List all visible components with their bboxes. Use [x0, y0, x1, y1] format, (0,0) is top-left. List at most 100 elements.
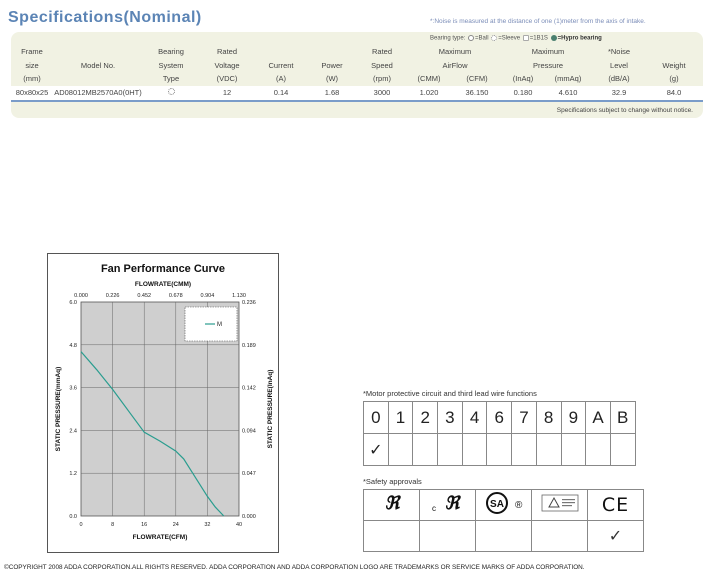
safety-logo-cell [531, 489, 588, 521]
x-axis-title: FLOWRATE(CFM) [133, 534, 188, 541]
noise-level-cell: 32.9 [593, 85, 645, 102]
spec-panel [11, 32, 703, 118]
fan-performance-svg: Fan Performance Curve FLOWRATE(CMM) 0 8 16 24… [55, 263, 274, 541]
motor-check-cell: ✓ [363, 433, 389, 466]
spec-header-cell: Pressure [532, 60, 563, 70]
x-tick-label: 24 [173, 522, 179, 528]
x-tick-label: 40 [236, 522, 242, 528]
y2-tick-label: 0.047 [242, 471, 256, 477]
motor-code-cell: A [585, 401, 611, 434]
motor-code-cell: 9 [560, 401, 587, 434]
x-tick-label: 0 [79, 522, 82, 528]
spec-header-cell: size [25, 60, 39, 70]
voltage-cell: 12 [199, 85, 255, 102]
motor-code-cell: B [609, 401, 636, 434]
safety-check-cell [531, 520, 588, 552]
ball-bearing-icon [468, 35, 475, 41]
bearing-type-cell [143, 85, 199, 102]
airflow-cfm-cell: 36.150 [451, 85, 503, 102]
current-cell: 0.14 [255, 85, 307, 102]
x2-tick-label: 0.904 [201, 293, 215, 299]
spec-header-cell [645, 45, 703, 59]
motor-code-cell: 2 [412, 401, 439, 434]
spec-footnote: Specifications subject to change without… [556, 107, 693, 114]
x2-tick-label: 0.000 [74, 293, 88, 299]
motor-check-cell [560, 433, 587, 466]
motor-check-row: ✓ [363, 433, 636, 466]
x2-tick-label: 0.226 [106, 293, 120, 299]
svg-text:ℜ: ℜ [444, 493, 461, 514]
spec-header-cell: Frame [21, 47, 43, 57]
x2-tick-label: 0.452 [137, 293, 151, 299]
spec-header-row: size Model No. System Voltage Current Po… [11, 59, 703, 73]
motor-code-cell: 6 [486, 401, 513, 434]
motor-code-cell: 7 [511, 401, 537, 434]
y-tick-label: 4.8 [69, 343, 77, 349]
weight-cell: 84.0 [645, 85, 703, 102]
power-cell: 1.68 [307, 85, 357, 102]
speed-cell: 3000 [357, 85, 407, 102]
motor-check-cell [486, 433, 513, 466]
ce-logo: CE [601, 494, 630, 516]
page-title: Specifications(Nominal) [8, 9, 202, 26]
y-tick-label: 6.0 [69, 300, 77, 306]
spec-header-cell: Bearing [158, 47, 184, 57]
pressure-mmaq-cell: 4.610 [543, 85, 593, 102]
motor-check-cell [585, 433, 611, 466]
pressure-inaq-cell: 0.180 [503, 85, 543, 102]
motor-check-cell [412, 433, 439, 466]
x-tick-label: 32 [204, 522, 210, 528]
y-tick-label: 2.4 [69, 428, 77, 434]
safety-check-cell [475, 520, 532, 552]
legend-label: M [217, 322, 222, 328]
motor-check-cell [461, 433, 488, 466]
x-tick-label: 16 [141, 522, 147, 528]
y2-tick-label: 0.189 [242, 343, 256, 349]
y-tick-label: 3.6 [69, 386, 77, 392]
spec-header-cell: Rated [216, 47, 237, 57]
sleeve-bearing-icon [491, 35, 498, 41]
motor-code-cell: 1 [387, 401, 414, 434]
copyright-notice: ©COPYRIGHT 2008 ADDA CORPORATION.ALL RIG… [4, 564, 585, 571]
cul-logo: c ℜ [432, 493, 462, 514]
spec-header-cell: System [158, 60, 184, 70]
y-axis-title: STATIC PRESSURE(mmAq) [55, 367, 62, 452]
motor-section-title: *Motor protective circuit and third lead… [363, 389, 537, 398]
safety-section-title: *Safety approvals [363, 477, 422, 486]
safety-check-cell: ✓ [587, 520, 644, 552]
x2-tick-label: 0.678 [169, 293, 183, 299]
spec-header-row: Frame Bearing Rated Rated Maximum Maximu… [11, 45, 703, 59]
bearing-legend-prefix: Bearing type: [430, 35, 466, 42]
safety-logo-row: ℜ c ℜ SA ® CE [363, 489, 644, 521]
spec-header-cell: Rated [371, 47, 392, 57]
bearing-sleeve-label: =Sleeve [498, 35, 521, 42]
safety-logo-cell: CE [587, 489, 644, 521]
noise-note: *:Noise is measured at the distance of o… [430, 18, 646, 25]
csa-logo: SA ® [485, 491, 523, 514]
safety-logo-cell: ℜ [363, 489, 420, 521]
spec-header-cell: (dB/A) [608, 74, 630, 84]
airflow-cmm-cell: 1.020 [407, 85, 451, 102]
safety-logo-cell: c ℜ [419, 489, 476, 521]
spec-header-cell: (mmAq) [554, 74, 582, 84]
bearing-1b1s-label: =1B1S [529, 35, 548, 42]
spec-header-row: (mm) Type (VDC) (A) (W) (rpm) (CMM) (CFM… [11, 72, 703, 86]
safety-check-cell [419, 520, 476, 552]
spec-header-cell: (W) [325, 74, 339, 84]
spec-header-cell: *Noise [607, 47, 631, 57]
spec-header-cell: Power [321, 60, 343, 70]
spec-data-row: 80x80x25 AD08012MB2570A0(0HT) 12 0.14 1.… [11, 85, 703, 102]
spec-header-cell [255, 45, 307, 59]
svg-text:SA: SA [490, 499, 504, 510]
spec-header-cell: Weight [662, 60, 686, 70]
tuv-logo [541, 494, 578, 511]
x2-axis-title: FLOWRATE(CMM) [135, 281, 191, 288]
spec-header-cell: Speed [371, 60, 393, 70]
series-line-m [80, 351, 225, 517]
svg-text:ℜ: ℜ [384, 493, 401, 514]
x2-tick-label: 1.130 [232, 293, 246, 299]
safety-approvals-table: ℜ c ℜ SA ® CE [363, 489, 644, 552]
cul-prefix: c [432, 504, 436, 513]
x-tick-label: 8 [111, 522, 114, 528]
spec-header-cell: (InAq) [512, 74, 534, 84]
